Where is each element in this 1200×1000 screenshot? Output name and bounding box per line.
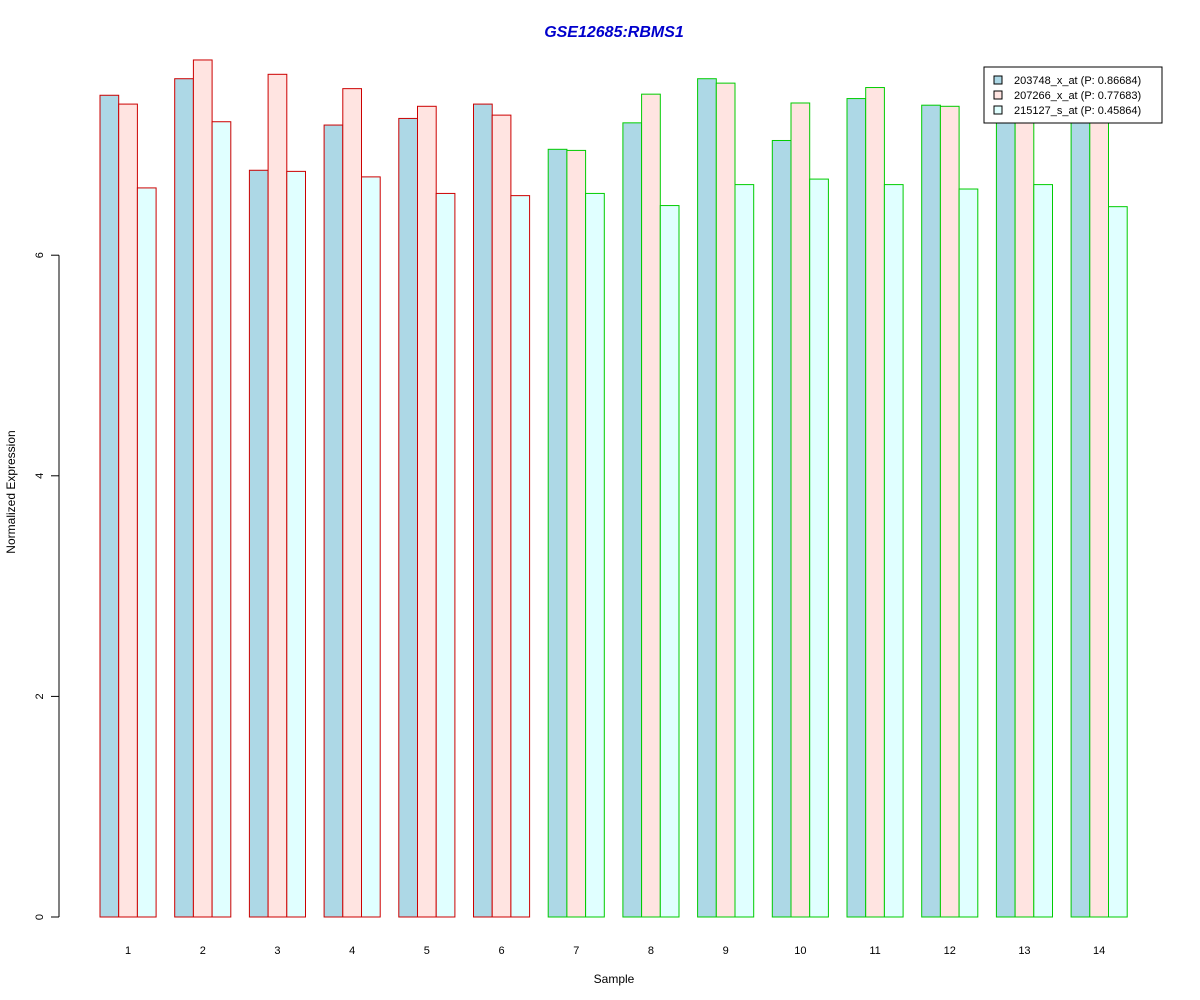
bar-sample-14-series-1 [1070,116,1091,918]
y-tick-label: 4 [34,473,46,479]
x-tick-label: 11 [869,945,880,957]
legend: 203748_x_at (P: 0.86684) 207266_x_at (P: … [983,66,1163,124]
x-tick-label: 7 [573,945,579,957]
x-tick-label: 12 [944,945,956,957]
x-tick-label: 2 [200,945,206,957]
y-tick-label: 6 [34,252,46,258]
chart-title: GSE12685:RBMS1 [544,24,684,41]
legend-swatch-series-3 [993,105,1003,115]
bar-sample-2-series-2 [192,59,213,918]
legend-swatch-series-1 [993,75,1003,85]
x-tick-label: 3 [274,945,280,957]
bars [99,59,1128,918]
bar-sample-12-series-1 [921,104,941,918]
bar-sample-7-series-1 [547,148,568,918]
bar-sample-11-series-2 [865,87,885,918]
x-tick-label: 13 [1018,945,1030,957]
bar-sample-5-series-3 [435,192,456,918]
legend-box [983,66,1163,124]
bar-sample-6-series-2 [491,114,512,918]
bar-sample-11-series-1 [846,98,867,918]
bar-sample-10-series-2 [790,102,811,918]
bar-sample-10-series-1 [771,139,792,918]
bar-sample-9-series-3 [734,184,755,918]
bar-sample-12-series-2 [939,105,960,918]
bar-sample-8-series-2 [641,93,661,918]
x-axis-label: Sample [594,972,635,986]
x-tick-label: 5 [424,945,430,957]
x-tick-label: 1 [125,945,131,957]
y-tick-label: 2 [34,693,46,699]
x-tick-label: 6 [498,945,504,957]
bar-sample-10-series-3 [809,178,829,918]
bar-sample-6-series-3 [510,195,531,918]
bar-sample-8-series-3 [659,205,680,918]
bar-sample-11-series-3 [883,184,904,918]
bar-sample-2-series-1 [174,78,194,918]
x-tick-label: 14 [1093,945,1105,957]
bar-sample-1-series-2 [118,103,138,918]
bar-sample-3-series-1 [248,169,269,918]
bar-sample-13-series-2 [1014,116,1035,918]
bar-sample-2-series-3 [211,121,232,918]
legend-label-series-2: 207266_x_at (P: 0.77683) [1014,90,1141,102]
x-axis-tick-labels: 1 2 3 4 5 6 7 8 9 10 11 12 13 14 [125,945,1105,957]
legend-label-series-3: 215127_s_at (P: 0.45864) [1014,105,1141,117]
y-axis: 0 2 4 6 [34,252,60,920]
x-tick-label: 9 [723,945,729,957]
bar-sample-14-series-3 [1108,206,1128,918]
x-tick-label: 10 [794,945,806,957]
legend-swatch-series-2 [993,90,1003,100]
x-tick-label: 8 [648,945,654,957]
bar-sample-5-series-1 [398,117,418,918]
legend-label-series-1: 203748_x_at (P: 0.86684) [1014,75,1141,87]
bar-sample-7-series-3 [585,192,605,918]
bar-sample-3-series-3 [286,170,306,918]
y-tick-label: 0 [34,914,46,920]
bar-sample-6-series-1 [473,103,493,918]
bar-sample-9-series-1 [697,78,717,918]
bar-sample-7-series-2 [566,149,587,918]
bar-sample-9-series-2 [715,82,736,918]
bar-sample-3-series-2 [267,73,288,918]
bar-sample-13-series-1 [995,111,1016,918]
x-tick-label: 4 [349,945,355,957]
bar-sample-14-series-2 [1089,122,1110,918]
bar-sample-4-series-3 [361,176,381,918]
bar-sample-4-series-2 [342,88,362,918]
bar-sample-8-series-1 [622,122,643,918]
y-axis-label: Normalized Expression [4,430,18,553]
bar-sample-13-series-3 [1033,184,1054,918]
bar-sample-1-series-3 [136,187,157,918]
bar-sample-12-series-3 [958,188,979,918]
bar-sample-5-series-2 [417,105,437,918]
bar-sample-1-series-1 [99,94,120,918]
bar-sample-4-series-1 [323,124,344,918]
